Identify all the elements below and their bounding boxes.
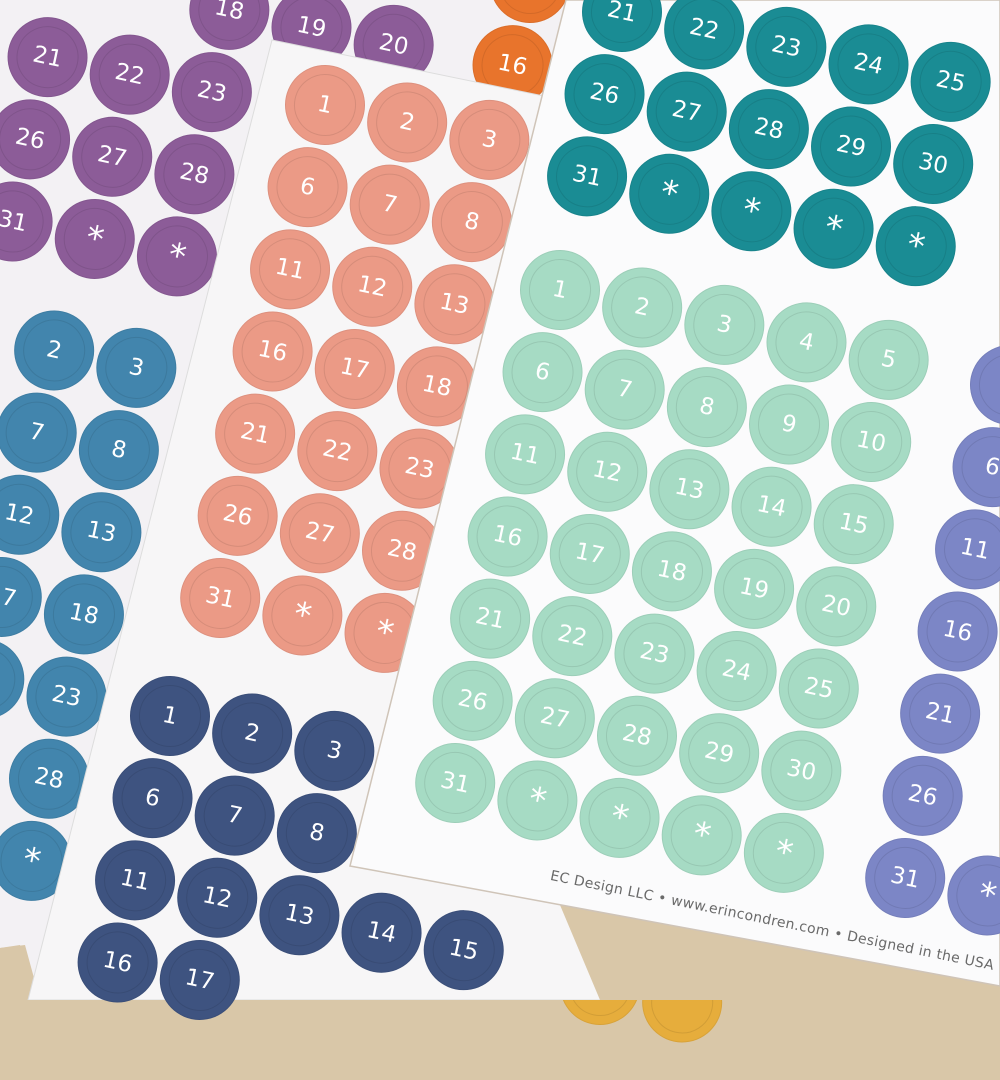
mint-sticker-14[interactable]: 14 <box>724 459 820 555</box>
periwinkle-sticker-11[interactable]: 11 <box>927 501 1000 597</box>
teal-sticker-26[interactable]: 26 <box>557 46 652 142</box>
mint-sticker-19[interactable]: 19 <box>706 541 802 637</box>
mint-sticker-22[interactable]: 22 <box>524 588 620 684</box>
mint-sticker-5[interactable]: 5 <box>841 312 937 408</box>
periwinkle-sticker-31[interactable]: 31 <box>857 830 953 926</box>
mint-sticker-10[interactable]: 10 <box>823 394 919 490</box>
mint-sticker-29[interactable]: 29 <box>671 705 767 801</box>
wood-surface <box>0 945 40 1000</box>
mint-sticker-6[interactable]: 6 <box>495 324 590 420</box>
mint-sticker-23[interactable]: 23 <box>607 606 702 702</box>
periwinkle-sticker-26[interactable]: 26 <box>875 748 971 844</box>
periwinkle-sticker-16[interactable]: 16 <box>910 584 1000 679</box>
periwinkle-sticker-6[interactable]: 6 <box>945 419 1000 515</box>
mint-sticker-17[interactable]: 17 <box>542 506 638 602</box>
mint-sticker-31[interactable]: 31 <box>407 735 503 831</box>
teal-sticker-star[interactable]: * <box>868 198 964 294</box>
mint-sticker-9[interactable]: 9 <box>741 377 837 473</box>
mint-sticker-7[interactable]: 7 <box>577 342 673 438</box>
mint-sticker-1[interactable]: 1 <box>512 242 608 338</box>
teal-sticker-29[interactable]: 29 <box>803 99 899 195</box>
mint-sticker-28[interactable]: 28 <box>589 688 685 784</box>
mint-sticker-star[interactable]: * <box>489 753 585 848</box>
teal-sticker-28[interactable]: 28 <box>721 81 817 177</box>
mint-sticker-12[interactable]: 12 <box>559 424 655 520</box>
mint-sticker-27[interactable]: 27 <box>507 670 603 766</box>
mint-sticker-24[interactable]: 24 <box>689 623 785 719</box>
teal-sticker-22[interactable]: 22 <box>656 0 752 77</box>
teal-sticker-25[interactable]: 25 <box>903 34 999 130</box>
teal-sticker-star[interactable]: * <box>786 181 882 277</box>
mint-sticker-star[interactable]: * <box>654 787 750 883</box>
mint-sticker-21[interactable]: 21 <box>442 571 538 667</box>
mint-sticker-8[interactable]: 8 <box>659 359 755 455</box>
mint-sticker-25[interactable]: 25 <box>771 641 867 736</box>
teal-sticker-23[interactable]: 23 <box>738 0 834 95</box>
periwinkle-sticker-1[interactable]: 1 <box>962 337 1000 433</box>
mint-sticker-2[interactable]: 2 <box>594 260 690 355</box>
mint-sticker-18[interactable]: 18 <box>624 523 720 619</box>
teal-sticker-30[interactable]: 30 <box>885 116 981 212</box>
teal-sticker-21[interactable]: 21 <box>574 0 670 60</box>
teal-sticker-star[interactable]: * <box>703 163 799 259</box>
teal-sticker-24[interactable]: 24 <box>821 16 916 112</box>
mint-sticker-26[interactable]: 26 <box>425 653 521 749</box>
mint-sticker-star[interactable]: * <box>736 805 832 901</box>
mint-sticker-13[interactable]: 13 <box>641 441 737 537</box>
periwinkle-sticker-21[interactable]: 21 <box>892 666 988 762</box>
periwinkle-sticker-star[interactable]: * <box>939 848 1000 943</box>
teal-sticker-star[interactable]: * <box>621 146 717 242</box>
mint-sticker-4[interactable]: 4 <box>759 294 854 390</box>
teal-sticker-31[interactable]: 31 <box>539 128 635 224</box>
teal-sticker-27[interactable]: 27 <box>639 64 735 160</box>
mint-sticker-16[interactable]: 16 <box>460 489 556 584</box>
mint-sticker-20[interactable]: 20 <box>788 558 884 654</box>
mint-sticker-3[interactable]: 3 <box>676 277 772 373</box>
mint-sticker-15[interactable]: 15 <box>806 476 902 572</box>
mint-sticker-30[interactable]: 30 <box>753 723 849 819</box>
mint-sticker-11[interactable]: 11 <box>477 406 573 502</box>
mint-sticker-star[interactable]: * <box>572 770 667 866</box>
